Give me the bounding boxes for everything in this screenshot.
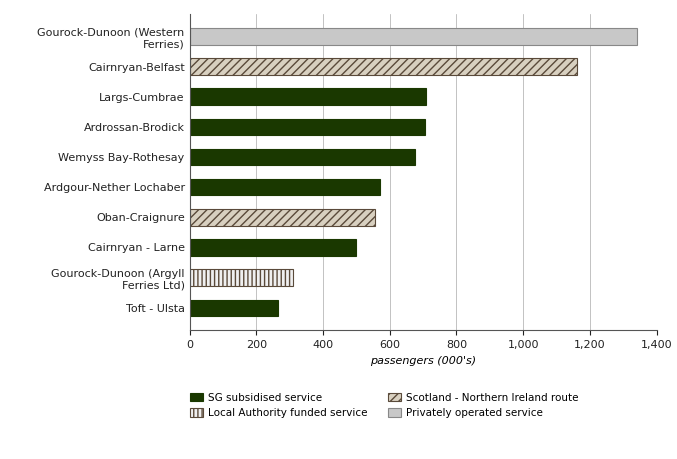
X-axis label: passengers (000's): passengers (000's) xyxy=(370,356,476,366)
Bar xyxy=(190,269,293,286)
Bar xyxy=(190,239,356,256)
Bar xyxy=(190,58,577,75)
Legend: SG subsidised service, Local Authority funded service, Scotland - Northern Irela: SG subsidised service, Local Authority f… xyxy=(190,393,578,418)
Bar xyxy=(190,149,415,165)
Bar xyxy=(190,179,380,196)
Bar xyxy=(190,209,375,226)
Bar xyxy=(190,118,424,135)
Bar xyxy=(190,89,427,105)
Bar xyxy=(190,28,636,45)
Bar xyxy=(190,300,278,316)
